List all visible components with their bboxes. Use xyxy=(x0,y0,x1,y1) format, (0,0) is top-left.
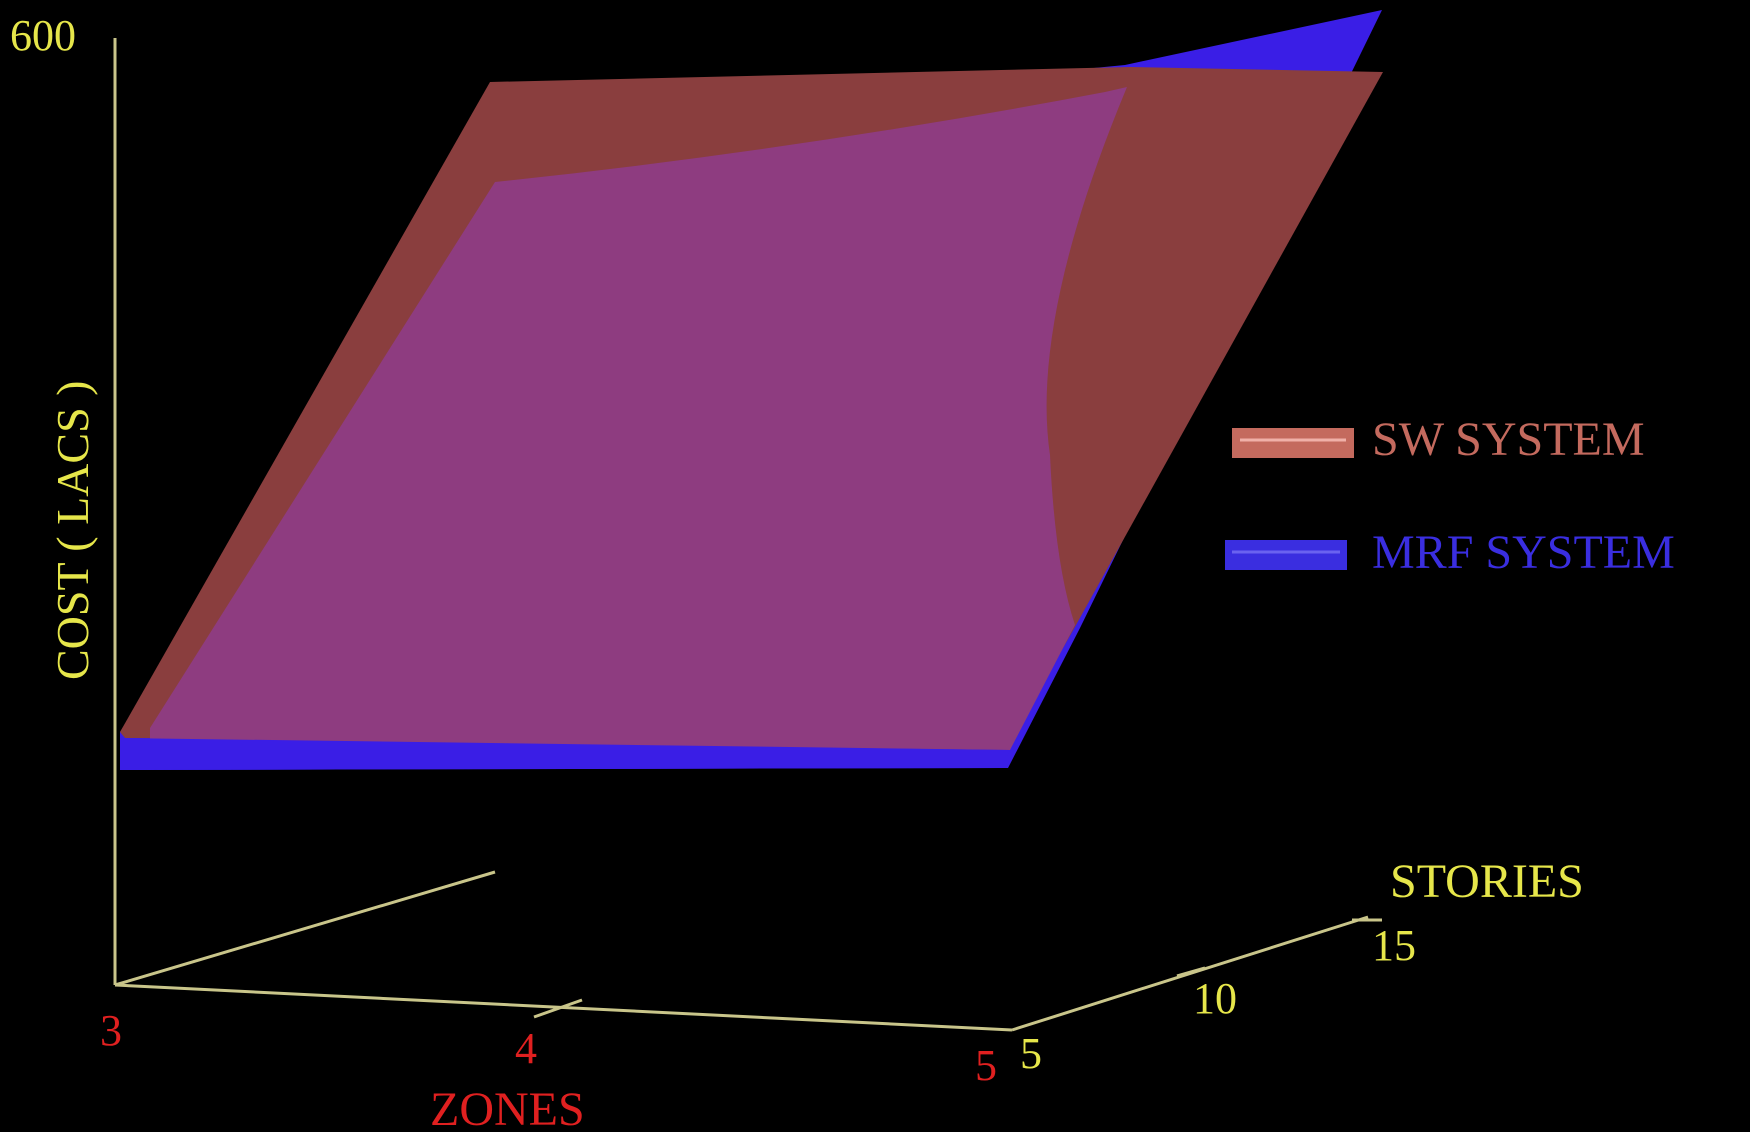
y-tick-label-15: 15 xyxy=(1372,921,1416,970)
x-tick-label-3: 3 xyxy=(100,1006,122,1055)
x-tick-label-4: 4 xyxy=(515,1024,537,1073)
z-axis-label: COST ( LACS ) xyxy=(47,381,98,680)
y-tick-mark-10 xyxy=(1176,966,1206,978)
legend-label-mrf: MRF SYSTEM xyxy=(1372,526,1675,579)
legend-label-sw: SW SYSTEM xyxy=(1372,413,1645,466)
legend: SW SYSTEM MRF SYSTEM xyxy=(1225,413,1675,579)
legend-item-sw: SW SYSTEM xyxy=(1232,413,1645,466)
axes xyxy=(113,38,1382,1032)
x-axis-label: ZONES xyxy=(430,1083,585,1132)
y-tick-label-5: 5 xyxy=(1020,1029,1042,1078)
mrf-bottom-edge xyxy=(120,738,1010,770)
x-tick-label-5: 5 xyxy=(975,1041,997,1090)
back-depth-line xyxy=(114,870,496,987)
overlap-surface-group xyxy=(150,87,1127,750)
legend-swatch-sw xyxy=(1232,428,1354,458)
y-tick-label-10: 10 xyxy=(1193,974,1237,1023)
overlap-surface xyxy=(150,87,1127,750)
y-axis-label: STORIES xyxy=(1390,855,1584,908)
legend-swatch-mrf xyxy=(1225,540,1347,570)
z-axis-top-tick-label: 600 xyxy=(10,11,76,60)
x-tick-mark-4 xyxy=(533,998,583,1019)
legend-item-mrf: MRF SYSTEM xyxy=(1225,526,1675,579)
